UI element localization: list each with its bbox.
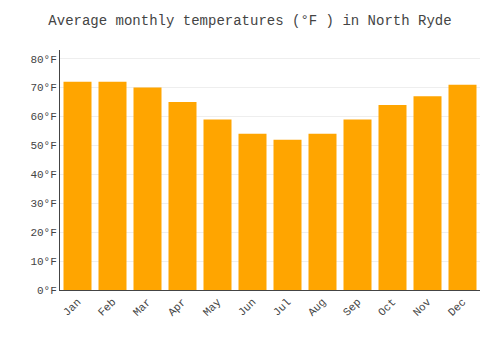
- svg-text:40°F: 40°F: [30, 169, 56, 181]
- svg-text:10°F: 10°F: [30, 256, 56, 268]
- svg-text:Aug: Aug: [306, 296, 328, 318]
- svg-text:Feb: Feb: [96, 296, 118, 318]
- svg-text:60°F: 60°F: [30, 111, 56, 123]
- svg-text:Jun: Jun: [236, 296, 258, 318]
- svg-text:Nov: Nov: [411, 296, 434, 319]
- svg-text:Mar: Mar: [131, 296, 153, 318]
- svg-text:Dec: Dec: [446, 296, 468, 318]
- svg-text:Jul: Jul: [271, 296, 293, 318]
- svg-text:20°F: 20°F: [30, 227, 56, 239]
- svg-text:80°F: 80°F: [30, 54, 56, 66]
- svg-text:May: May: [201, 296, 224, 319]
- svg-text:50°F: 50°F: [30, 140, 56, 152]
- svg-text:Jan: Jan: [61, 296, 83, 318]
- svg-text:Average monthly temperatures (: Average monthly temperatures (°F ) in No…: [48, 13, 451, 29]
- svg-text:70°F: 70°F: [30, 82, 56, 94]
- svg-text:Sep: Sep: [341, 296, 363, 318]
- svg-text:Apr: Apr: [166, 296, 188, 318]
- svg-text:30°F: 30°F: [30, 198, 56, 210]
- svg-text:Oct: Oct: [376, 296, 398, 318]
- svg-text:0°F: 0°F: [37, 285, 57, 297]
